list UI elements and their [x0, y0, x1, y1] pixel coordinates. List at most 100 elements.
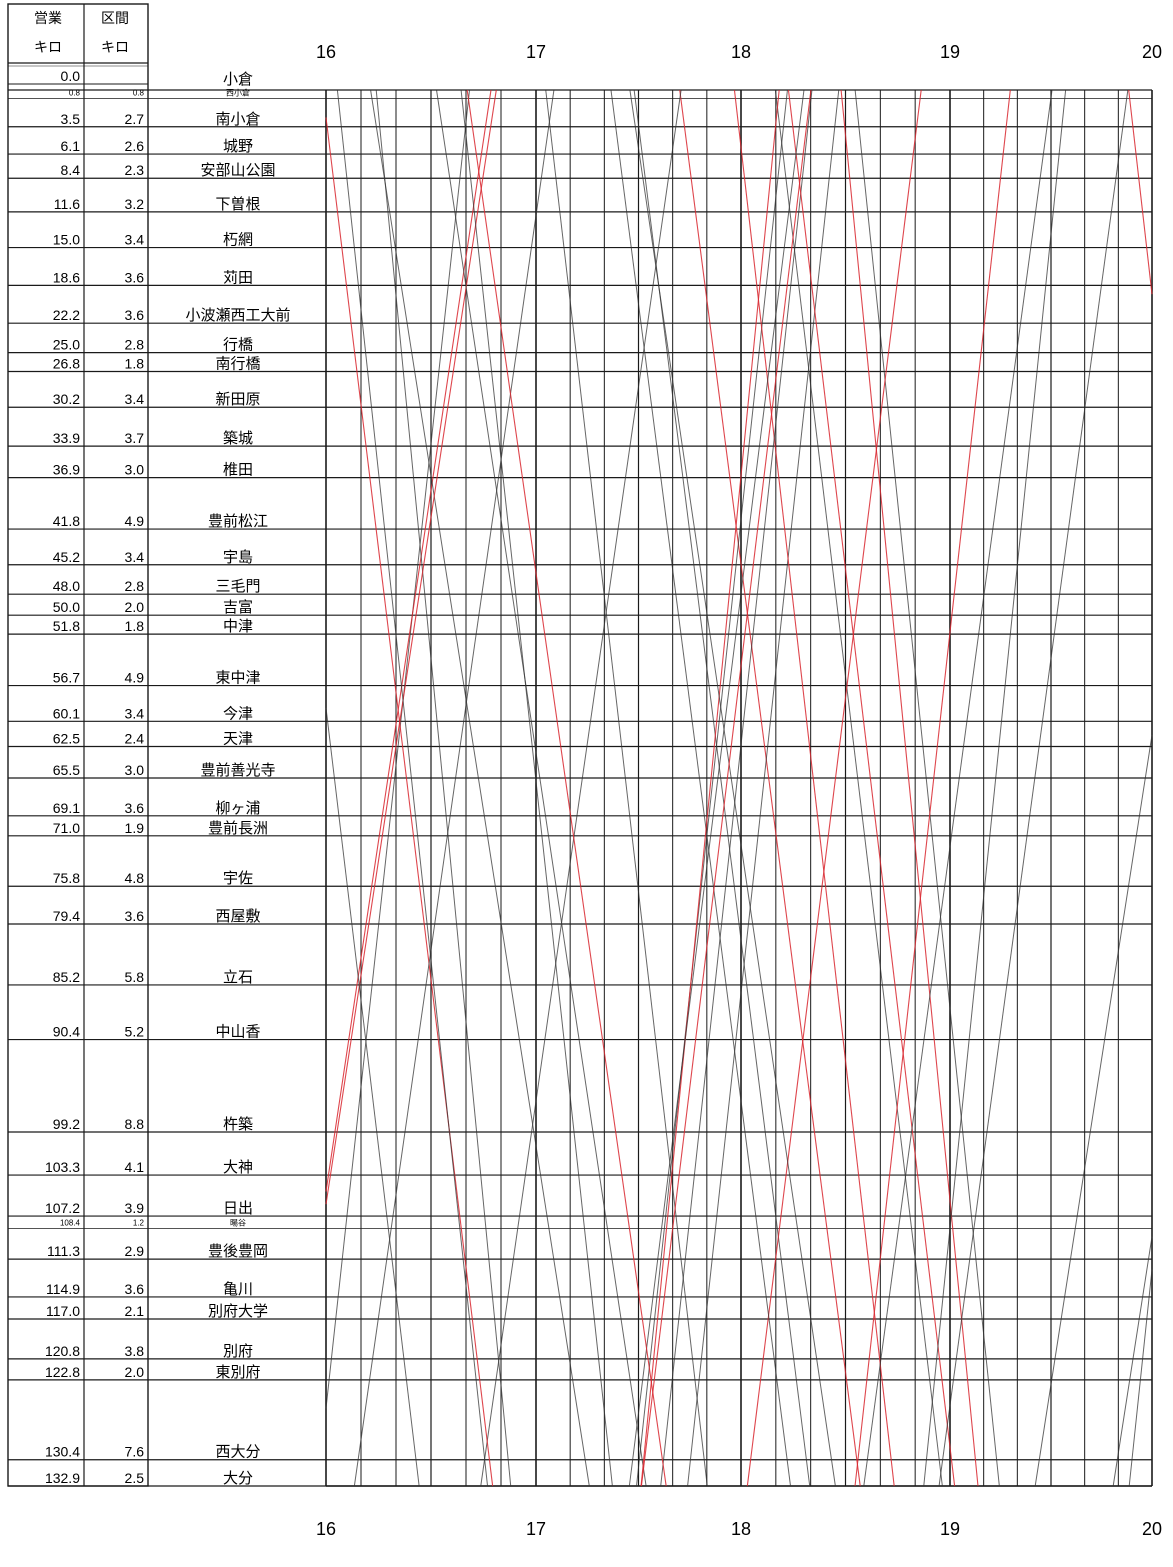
station-interval: 1.2 — [133, 1219, 145, 1228]
station-name: 中津 — [223, 617, 253, 635]
station-name: 立石 — [223, 968, 253, 986]
station-interval: 1.8 — [125, 618, 145, 634]
train-line — [353, 89, 555, 1487]
station-km: 22.2 — [53, 307, 80, 323]
station-km: 107.2 — [45, 1200, 80, 1216]
station-name: 宇島 — [223, 548, 253, 566]
station-km: 108.4 — [60, 1219, 81, 1228]
station-interval: 3.0 — [125, 762, 145, 778]
station-interval: 2.8 — [125, 578, 145, 594]
train-line — [545, 89, 708, 1487]
station-interval: 1.8 — [125, 356, 145, 372]
table-header: 営業 キロ 区間 キロ — [34, 11, 129, 56]
train-line-red — [733, 89, 895, 1487]
train-line — [336, 89, 489, 1487]
station-name: 東中津 — [215, 669, 260, 687]
station-interval: 8.8 — [125, 1116, 145, 1132]
train-line — [628, 89, 805, 1487]
table-frame — [7, 3, 149, 1487]
station-interval: 4.1 — [125, 1159, 145, 1175]
station-name: 今津 — [223, 704, 253, 722]
train-line — [636, 89, 788, 1487]
station-km: 120.8 — [45, 1343, 80, 1359]
station-km: 25.0 — [53, 337, 80, 353]
station-km: 26.8 — [53, 356, 80, 372]
hour-label-bottom: 16 — [316, 1519, 336, 1539]
hour-label-top: 20 — [1142, 42, 1162, 62]
station-km: 114.9 — [46, 1281, 80, 1297]
header-kilo-line2: キロ — [34, 40, 62, 56]
station-interval: 3.8 — [125, 1343, 145, 1359]
station-name: 豊前長洲 — [208, 819, 268, 837]
station-interval: 2.4 — [125, 731, 145, 747]
station-km: 0.0 — [61, 68, 81, 84]
station-name: 東別府 — [215, 1363, 260, 1381]
train-line — [1112, 1236, 1153, 1487]
grid — [8, 89, 1153, 1487]
header-interval-line2: キロ — [101, 40, 129, 56]
station-name: 別府 — [223, 1342, 253, 1360]
station-interval: 3.6 — [125, 307, 145, 323]
station-interval: 3.2 — [125, 196, 145, 212]
station-interval: 7.6 — [125, 1444, 145, 1460]
station-km: 30.2 — [53, 391, 80, 407]
hour-label-bottom: 18 — [731, 1519, 751, 1539]
train-line-red — [854, 89, 1011, 1487]
train-line — [480, 89, 682, 1487]
train-line — [660, 89, 813, 1487]
station-km: 11.6 — [54, 196, 80, 212]
station-km: 122.8 — [45, 1364, 80, 1380]
station-km: 18.6 — [53, 269, 80, 285]
train-line — [370, 89, 590, 1487]
station-km: 50.0 — [53, 599, 80, 615]
station-interval: 3.4 — [125, 549, 145, 565]
station-interval: 5.2 — [125, 1024, 145, 1040]
station-interval: 0.8 — [133, 88, 145, 97]
station-name: 杵築 — [223, 1115, 253, 1133]
station-name: 暘谷 — [230, 1219, 246, 1228]
station-name: 安部山公園 — [200, 161, 275, 179]
station-km: 90.4 — [53, 1024, 80, 1040]
station-name: 南小倉 — [215, 110, 260, 128]
station-name: 西小倉 — [226, 87, 250, 97]
train-line — [854, 89, 1000, 1487]
hour-label-bottom: 17 — [526, 1519, 546, 1539]
station-km: 85.2 — [53, 969, 80, 985]
station-name: 城野 — [223, 137, 253, 155]
station-name: 小倉 — [223, 70, 253, 88]
station-km: 132.9 — [45, 1470, 80, 1486]
station-table: 0.8 0.8 西小倉 3.5 2.7 南小倉 6.1 2.6 城野 8.4 2.3 安部山公園 11.… — [7, 3, 291, 1487]
station-km: 56.7 — [53, 670, 80, 686]
train-line-red — [679, 89, 861, 1487]
station-km: 75.8 — [53, 870, 80, 886]
station-name: 小波瀬西工大前 — [185, 306, 290, 324]
train-line-red — [640, 89, 780, 1487]
train-line-red — [840, 89, 979, 1487]
station-interval: 3.6 — [125, 800, 145, 816]
station-interval: 2.0 — [125, 1364, 145, 1380]
train-line-red — [746, 89, 922, 1487]
station-interval: 2.0 — [125, 599, 145, 615]
station-interval: 2.9 — [125, 1243, 145, 1259]
station-name: 行橋 — [223, 336, 253, 354]
station-km: 6.1 — [61, 138, 81, 154]
station-interval: 2.5 — [125, 1470, 145, 1486]
station-km: 111.3 — [47, 1243, 80, 1259]
hour-label-top: 16 — [316, 42, 336, 62]
train-lines — [325, 89, 1153, 1487]
station-name: 亀川 — [223, 1280, 253, 1298]
station-km: 71.0 — [53, 820, 80, 836]
station-km: 65.5 — [53, 762, 80, 778]
station-interval: 2.3 — [125, 162, 145, 178]
station-km: 45.2 — [53, 549, 80, 565]
train-line — [460, 89, 613, 1487]
train-line — [633, 89, 811, 1487]
train-line — [325, 89, 471, 1409]
station-km: 62.5 — [53, 731, 80, 747]
train-line — [610, 89, 792, 1487]
station-interval: 4.9 — [125, 670, 145, 686]
station-km: 79.4 — [53, 908, 80, 924]
station-km: 36.9 — [53, 462, 80, 478]
